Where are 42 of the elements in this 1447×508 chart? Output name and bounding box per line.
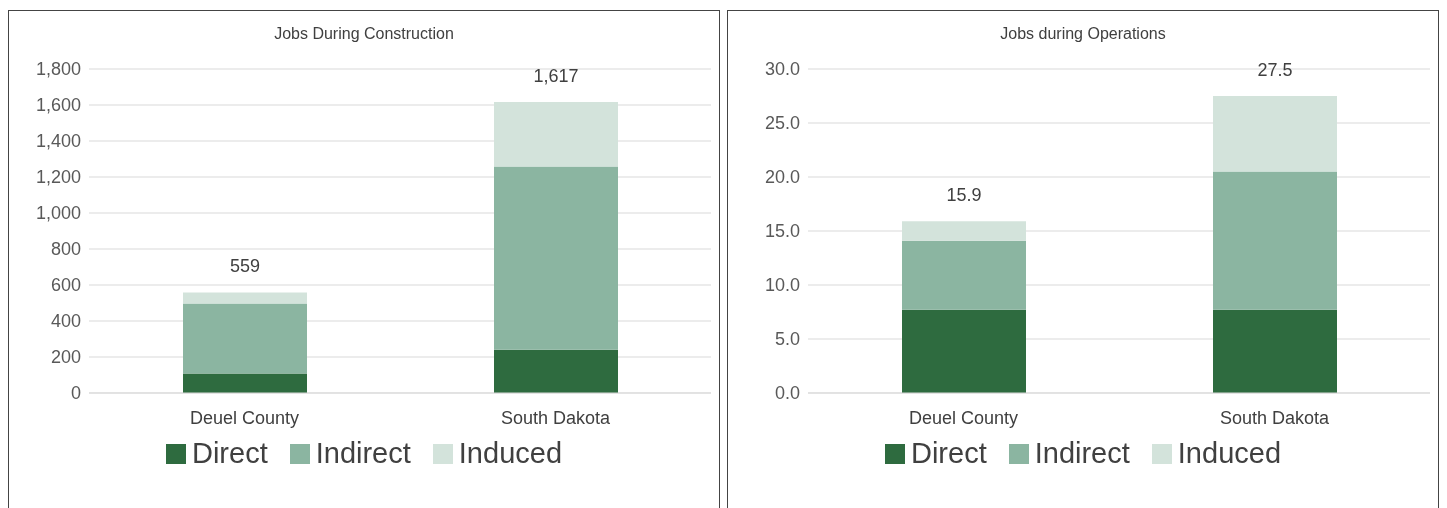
y-tick-label: 600 [50,275,81,296]
y-tick-label: 200 [50,347,81,368]
bar [183,292,307,304]
bar [1213,171,1337,310]
chart-title: Jobs during Operations [999,25,1167,43]
y-tick-label: 25.0 [764,113,800,134]
y-tick-label: 1,600 [35,95,81,116]
bar [183,373,307,393]
y-tick-label: 400 [50,311,81,332]
total-label: 559 [229,256,261,277]
x-tick-label: South Dakota [1219,407,1331,428]
y-tick-label: 1,200 [35,167,81,188]
legend-label: Induced [1177,437,1282,470]
y-tick-label: 1,000 [35,203,81,224]
bar [1213,309,1337,393]
legend-label: Indirect [315,437,411,470]
x-tick-label: South Dakota [500,407,612,428]
y-tick-label: 1,800 [35,59,81,80]
bar [902,240,1026,310]
total-label: 27.5 [1257,60,1293,80]
bar [183,303,307,374]
y-tick-label: 0.0 [774,383,800,404]
y-tick-label: 800 [50,239,81,260]
y-tick-label: 1,400 [35,131,81,152]
y-tick-label: 5.0 [774,329,800,350]
y-tick-label: 15.0 [764,221,800,242]
legend-label: Indirect [1034,437,1130,470]
legend-label: Induced [458,437,563,470]
legend-label: Direct [910,437,987,470]
y-tick-label: 30.0 [764,59,800,80]
y-tick-label: 0 [70,383,81,404]
bar [494,349,618,393]
legend-label: Direct [191,437,268,470]
chart-title: Jobs During Construction [273,25,455,43]
bar [494,166,618,350]
bar [902,309,1026,393]
x-tick-label: Deuel County [908,407,1019,428]
y-tick-label: 10.0 [764,275,800,296]
total-label: 1,617 [533,65,579,86]
y-tick-label: 20.0 [764,167,800,188]
total-label: 15.9 [946,185,982,206]
x-tick-label: Deuel County [189,407,300,428]
